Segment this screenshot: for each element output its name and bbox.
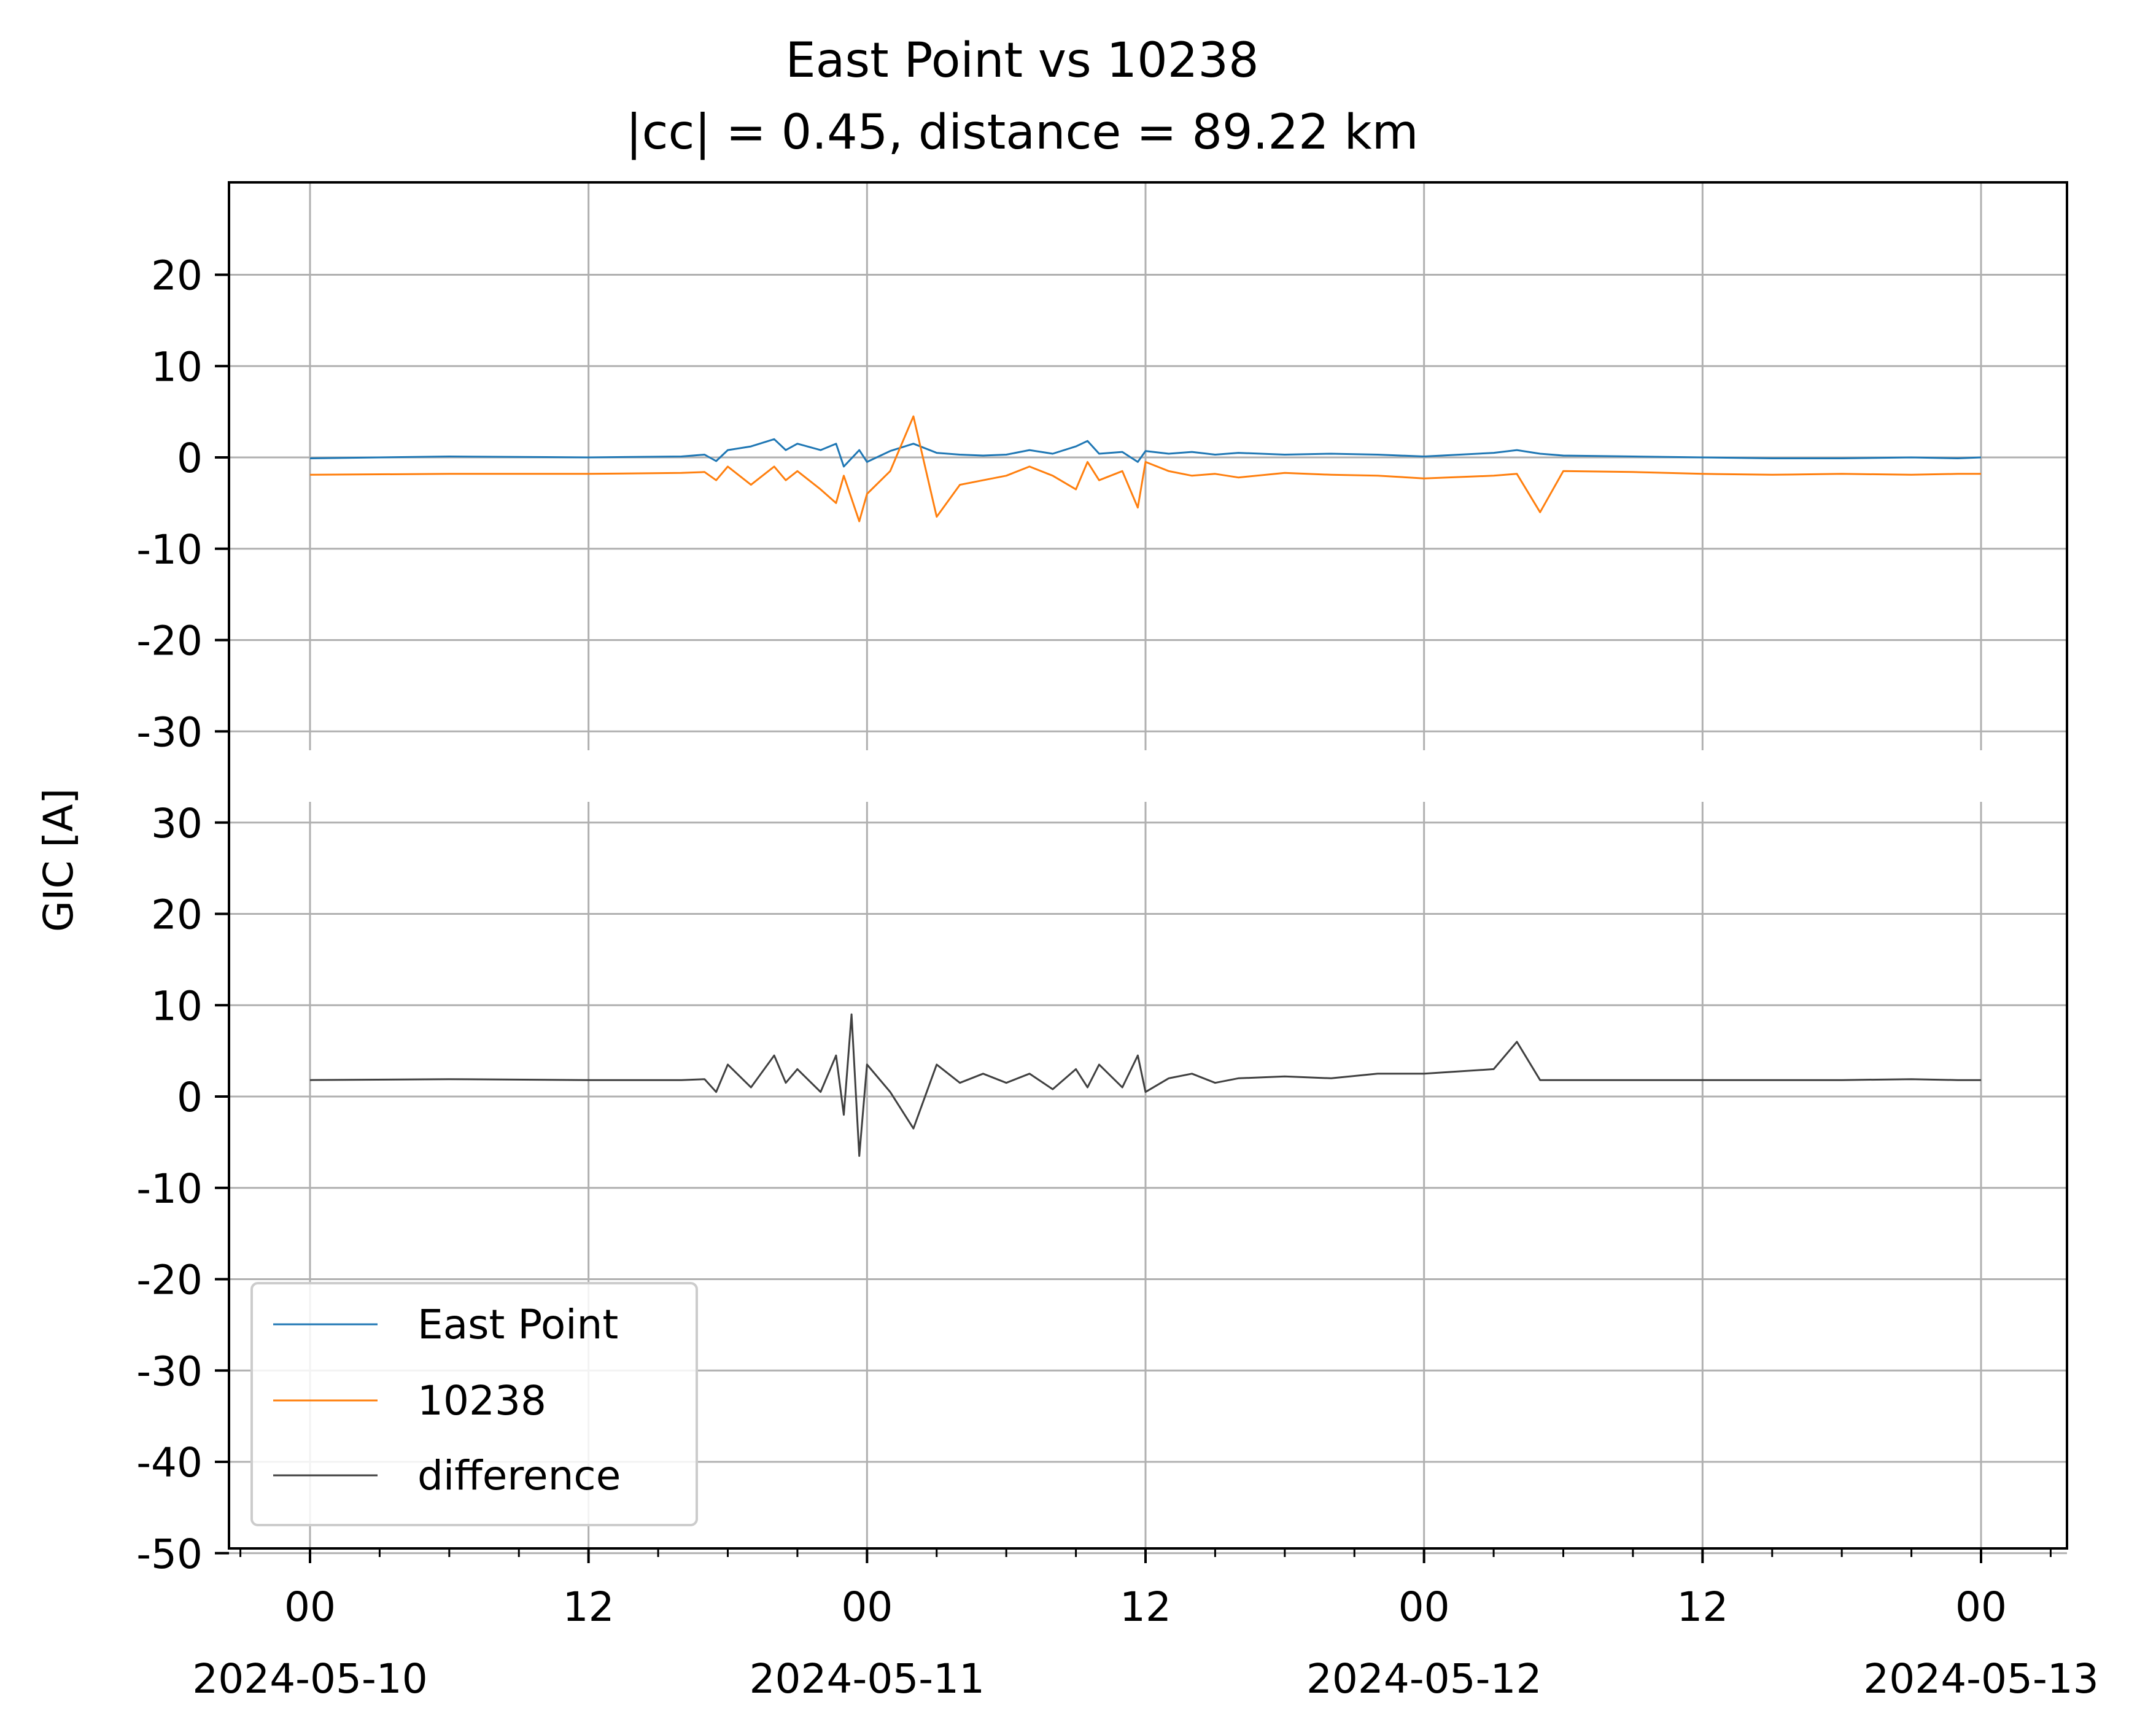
legend: East Point 10238 difference: [250, 1282, 698, 1526]
y-tick-label: -10: [136, 526, 203, 573]
y-tick-label: -30: [136, 1348, 203, 1395]
x-tick-label: 00: [1955, 1583, 2007, 1631]
legend-box: [250, 1282, 698, 1526]
x-tick-label: 00: [284, 1583, 336, 1631]
series-line-10238: [309, 415, 1981, 522]
x-tick-date-label: 2024-05-12: [1306, 1655, 1542, 1703]
y-tick-label: 20: [151, 252, 203, 300]
chart-title: East Point vs 10238: [785, 33, 1258, 88]
y-tick-label: -10: [136, 1165, 203, 1213]
y-tick-label: -20: [136, 618, 203, 665]
y-tick-label: -50: [136, 1531, 203, 1578]
y-axis-label: GIC [A]: [35, 788, 82, 932]
x-tick-label: 00: [841, 1583, 893, 1631]
y-tick-label: 10: [151, 982, 203, 1030]
x-tick-label: 12: [1677, 1583, 1728, 1631]
x-tick-date-label: 2024-05-13: [1863, 1655, 2099, 1703]
x-tick-date-label: 2024-05-11: [750, 1655, 985, 1703]
y-tick-label: 0: [177, 1074, 203, 1121]
x-tick-label: 12: [563, 1583, 615, 1631]
y-tick-label: -20: [136, 1257, 203, 1304]
legend-label-east-point: East Point: [417, 1301, 618, 1348]
x-tick-label: 12: [1120, 1583, 1171, 1631]
y-tick-label: 10: [151, 343, 203, 390]
y-tick-label: -40: [136, 1439, 203, 1486]
series-line-difference: [309, 1013, 1981, 1157]
legend-label-10238: 10238: [417, 1377, 546, 1424]
y-tick-label: -30: [136, 709, 203, 756]
legend-label-difference: difference: [417, 1452, 621, 1499]
y-tick-label: 20: [151, 891, 203, 939]
y-tick-label: 30: [151, 800, 203, 847]
y-tick-label: 0: [177, 435, 203, 482]
x-tick-date-label: 2024-05-10: [192, 1655, 428, 1703]
x-tick-label: 00: [1398, 1583, 1450, 1631]
panel-gap: [230, 750, 2066, 802]
series-line-east-point: [309, 438, 1982, 468]
chart-subtitle: |cc| = 0.45, distance = 89.22 km: [626, 105, 1418, 160]
top-panel: 20 10 0 -10 -20 -30: [136, 182, 2067, 756]
plot-frame: [228, 181, 2068, 1550]
x-axis: 00 2024-05-10 12 00 2024-05-11 12 00 2024-05-12…: [192, 750, 2099, 1703]
